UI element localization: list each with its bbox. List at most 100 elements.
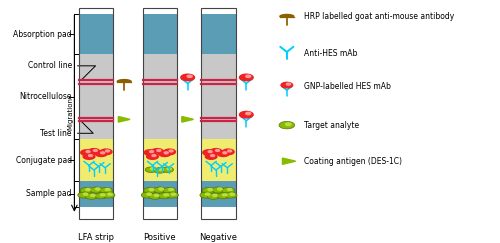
Circle shape: [147, 193, 152, 195]
Bar: [143, 54, 177, 139]
Circle shape: [145, 167, 157, 173]
Circle shape: [148, 193, 162, 199]
Text: Test line: Test line: [40, 121, 93, 138]
Bar: [80, 54, 114, 139]
Circle shape: [90, 194, 95, 196]
Circle shape: [84, 193, 88, 195]
Bar: [202, 139, 235, 181]
Circle shape: [78, 192, 90, 198]
Circle shape: [80, 187, 93, 193]
Circle shape: [240, 74, 253, 81]
Circle shape: [158, 193, 171, 199]
Text: Target analyte: Target analyte: [304, 121, 359, 130]
Text: LFA strip: LFA strip: [78, 233, 114, 242]
Circle shape: [150, 151, 154, 153]
Circle shape: [218, 188, 222, 190]
Circle shape: [223, 152, 227, 154]
Circle shape: [202, 187, 215, 193]
Circle shape: [85, 193, 98, 199]
Circle shape: [240, 112, 253, 118]
Circle shape: [207, 193, 220, 199]
Circle shape: [281, 82, 292, 88]
Circle shape: [157, 149, 161, 151]
Circle shape: [206, 193, 210, 195]
Circle shape: [100, 149, 112, 155]
Circle shape: [152, 155, 156, 156]
Bar: [143, 14, 177, 54]
Circle shape: [279, 122, 294, 129]
Circle shape: [90, 187, 102, 193]
Circle shape: [203, 150, 214, 155]
Bar: [80, 181, 114, 207]
Circle shape: [154, 168, 166, 173]
Circle shape: [167, 168, 171, 170]
Polygon shape: [182, 117, 194, 122]
Circle shape: [94, 149, 98, 151]
Circle shape: [96, 188, 100, 190]
Circle shape: [88, 155, 92, 156]
Circle shape: [222, 149, 234, 155]
Text: GNP-labelled HES mAb: GNP-labelled HES mAb: [304, 82, 391, 91]
Circle shape: [154, 194, 158, 196]
Bar: [80, 8, 114, 219]
Circle shape: [217, 193, 230, 199]
Circle shape: [96, 151, 107, 156]
Circle shape: [86, 189, 90, 191]
Polygon shape: [118, 117, 130, 122]
Polygon shape: [117, 80, 131, 82]
Circle shape: [100, 187, 112, 193]
Text: Positive: Positive: [144, 233, 176, 242]
Circle shape: [224, 192, 237, 198]
Circle shape: [166, 192, 178, 198]
Circle shape: [95, 193, 108, 199]
Circle shape: [162, 167, 173, 173]
Circle shape: [286, 123, 291, 126]
Bar: [80, 14, 114, 54]
Circle shape: [164, 152, 168, 154]
Circle shape: [164, 149, 175, 155]
Bar: [143, 181, 177, 207]
Circle shape: [206, 154, 217, 159]
Circle shape: [152, 149, 164, 154]
Circle shape: [230, 193, 234, 195]
Text: Conjugate pad: Conjugate pad: [16, 156, 72, 165]
Circle shape: [212, 187, 225, 193]
Circle shape: [144, 187, 156, 193]
Circle shape: [101, 152, 104, 154]
Text: HRP labelled goat anti-mouse antibody: HRP labelled goat anti-mouse antibody: [304, 12, 454, 21]
Circle shape: [213, 194, 218, 196]
Circle shape: [164, 187, 176, 193]
Bar: [80, 139, 114, 181]
Text: Absorption pad: Absorption pad: [14, 30, 72, 39]
Text: Nitrocellulose: Nitrocellulose: [20, 92, 72, 101]
Circle shape: [100, 194, 105, 196]
Circle shape: [218, 151, 229, 156]
Bar: [143, 8, 177, 219]
Bar: [143, 139, 177, 181]
Circle shape: [210, 155, 214, 156]
Circle shape: [169, 189, 173, 191]
Circle shape: [286, 83, 290, 85]
Circle shape: [142, 192, 154, 198]
Text: Coating antigen (DES-1C): Coating antigen (DES-1C): [304, 157, 402, 166]
Bar: [202, 8, 235, 219]
Circle shape: [228, 150, 232, 152]
Bar: [202, 14, 235, 54]
Circle shape: [106, 189, 110, 191]
Circle shape: [108, 193, 112, 195]
Circle shape: [246, 112, 250, 115]
Bar: [202, 181, 235, 207]
Circle shape: [88, 149, 100, 154]
Polygon shape: [280, 15, 294, 17]
Circle shape: [172, 193, 175, 195]
Polygon shape: [282, 158, 296, 164]
Circle shape: [246, 75, 250, 78]
Circle shape: [187, 75, 192, 78]
Circle shape: [164, 194, 168, 196]
Circle shape: [159, 151, 170, 156]
Circle shape: [150, 189, 154, 191]
Circle shape: [106, 150, 110, 152]
Circle shape: [80, 150, 92, 155]
Text: Migration: Migration: [68, 97, 73, 130]
Circle shape: [86, 151, 90, 153]
